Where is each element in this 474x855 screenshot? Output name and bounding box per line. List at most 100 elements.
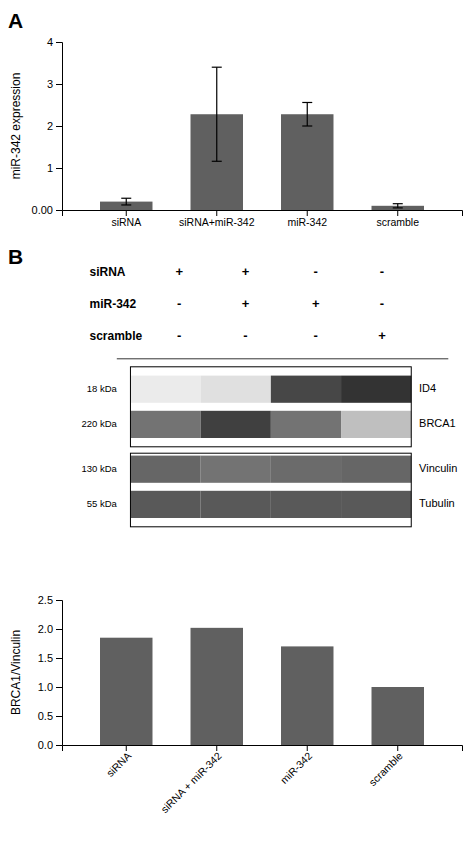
bar	[191, 628, 243, 745]
error-bar-stem	[307, 102, 308, 126]
bar	[100, 638, 152, 745]
y-tick: 3	[47, 78, 62, 90]
kda-label: 18 kDa	[87, 383, 118, 394]
error-bar-cap	[121, 198, 131, 199]
y-tick-label: 0.5	[38, 710, 53, 722]
kda-label: 55 kDa	[87, 498, 118, 509]
row-label: miR-342	[90, 297, 137, 311]
kda-label: 220 kDa	[81, 418, 117, 429]
band	[271, 456, 341, 483]
treatment-sign: +	[378, 328, 386, 343]
band	[271, 376, 341, 403]
y-tick-label: 2	[47, 120, 53, 132]
x-tick: scramble	[376, 210, 419, 228]
error-bar	[121, 198, 131, 205]
x-axis: siRNA siRNA+miR-342 miR-342 scramble	[63, 210, 463, 228]
panel-label: A	[8, 9, 23, 32]
error-bar-cap	[302, 125, 312, 126]
separator	[117, 358, 449, 359]
treatment-sign: -	[314, 328, 318, 343]
x-tick-label: siRNA+miR-342	[179, 216, 255, 228]
plot-area	[100, 67, 424, 210]
bar	[281, 114, 333, 210]
error-bar	[302, 102, 312, 126]
protein-label: Vinculin	[419, 462, 457, 474]
y-tick: 1.5	[38, 652, 62, 664]
protein-label: Tubulin	[419, 497, 455, 509]
y-tick-mark	[56, 716, 62, 717]
x-tick-label: siRNA + miR-342	[158, 749, 224, 815]
x-tick: siRNA+miR-342	[179, 210, 255, 228]
y-tick: 2.0	[38, 623, 62, 635]
treatment-sign: -	[380, 296, 384, 311]
y-tick-label: 1.5	[38, 652, 53, 664]
error-bar	[393, 204, 403, 208]
x-tick-label: siRNA	[111, 216, 141, 228]
y-tick: 1.0	[38, 681, 62, 693]
error-bar	[212, 67, 222, 161]
bar	[372, 687, 424, 745]
treatment-sign: -	[314, 264, 318, 279]
bar	[281, 646, 333, 745]
x-axis-line	[63, 211, 463, 217]
treatment-sign: +	[175, 264, 183, 279]
protein-label: BRCA1	[419, 417, 456, 429]
y-tick-mark	[56, 600, 62, 601]
y-tick-label: 1	[47, 162, 53, 174]
band	[130, 491, 200, 518]
x-tick: siRNA + miR-342	[158, 745, 224, 815]
band	[341, 411, 411, 438]
blot-frame	[130, 453, 411, 527]
band	[201, 376, 271, 403]
y-tick-mark	[56, 687, 62, 688]
panel-label: B	[8, 245, 23, 268]
y-tick-mark	[56, 745, 62, 746]
y-axis-line	[56, 43, 63, 211]
band	[201, 411, 271, 438]
row-label: siRNA	[90, 265, 126, 279]
y-tick-mark	[56, 84, 62, 85]
x-tick-mark	[126, 210, 127, 216]
y-tick: 4	[47, 36, 62, 48]
band	[201, 456, 271, 483]
x-tick: miR-342	[287, 210, 327, 228]
x-tick-mark	[126, 745, 127, 751]
error-bar-cap	[212, 161, 222, 162]
y-tick: 1	[47, 162, 62, 174]
x-axis: siRNA siRNA + miR-342 miR-342 scramble	[63, 745, 463, 815]
y-axis-title: miR-342 expression	[9, 73, 23, 180]
bar-panel: 0.0 0.5 1.0 1.5 2.0 2.5 siRNA siRNA + miR-342 mi…	[9, 594, 463, 815]
band	[341, 456, 411, 483]
bar-panel: 0.00 1 2 3 4 siRNA siRNA+miR-342 miR-342 scrambl…	[8, 9, 463, 228]
plot-area	[100, 628, 424, 745]
x-tick: siRNA	[111, 210, 141, 228]
y-tick: 2.5	[38, 594, 62, 606]
x-tick-mark	[307, 745, 308, 751]
x-tick-label: scramble	[366, 749, 405, 788]
x-tick-label: scramble	[376, 216, 419, 228]
x-tick-label: miR-342	[278, 749, 315, 786]
x-tick-mark	[216, 745, 217, 751]
y-tick-mark	[56, 658, 62, 659]
error-bar-stem	[216, 67, 217, 161]
x-tick-label: siRNA	[104, 749, 134, 779]
error-bar-stem	[126, 198, 127, 205]
error-bar-cap	[393, 207, 403, 208]
band	[341, 376, 411, 403]
treatment-sign: +	[242, 296, 250, 311]
blot-frame	[130, 367, 411, 447]
y-tick-label: 3	[47, 78, 53, 90]
x-tick: siRNA	[104, 745, 134, 779]
y-tick: 0.00	[32, 204, 62, 216]
band	[201, 491, 271, 518]
y-tick-label: 2.5	[38, 594, 53, 606]
x-tick-mark	[307, 210, 308, 216]
y-tick-label: 2.0	[38, 623, 53, 635]
y-tick-mark	[56, 126, 62, 127]
band	[271, 411, 341, 438]
band	[130, 376, 200, 403]
y-tick-mark	[56, 42, 62, 43]
band	[130, 411, 200, 438]
treatment-sign: -	[177, 328, 181, 343]
y-tick-label: 0.0	[38, 739, 53, 751]
